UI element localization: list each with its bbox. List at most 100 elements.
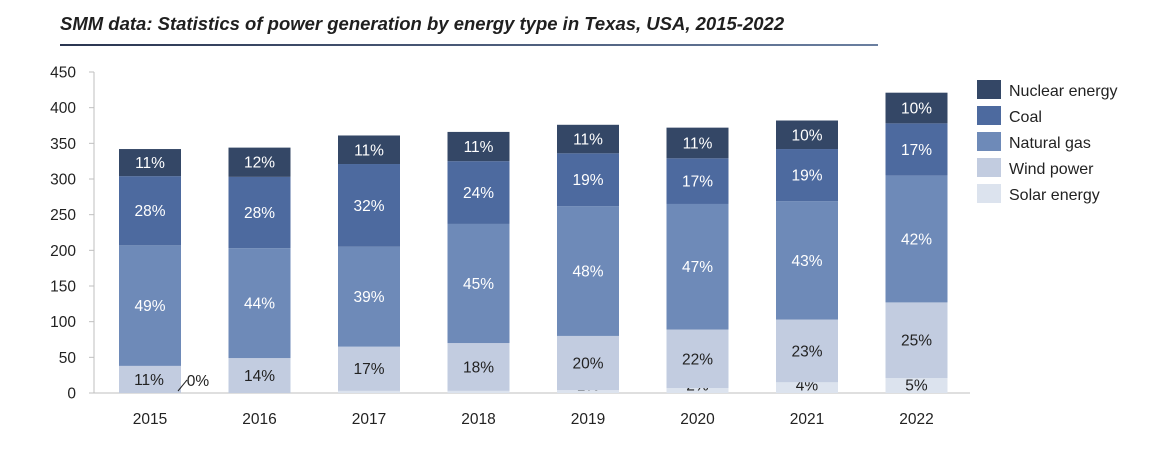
data-label: 12%: [244, 155, 275, 172]
data-label: 19%: [791, 168, 822, 185]
bar-segment: [338, 346, 400, 391]
legend-label: Coal: [1009, 109, 1042, 126]
bar-segment: [447, 131, 510, 162]
data-label: 43%: [791, 253, 822, 270]
legend: Nuclear energy Coal Natural gas Wind power S…: [977, 80, 1118, 204]
data-label: 11%: [573, 132, 603, 149]
bar-segment: [228, 176, 291, 249]
bar-segment: [885, 175, 948, 303]
y-tick-label: 0: [67, 386, 76, 403]
bar-stack-2021: 4%23%43%19%10%: [776, 120, 838, 395]
bar-segment: [776, 120, 838, 150]
label-leader-line: [177, 379, 188, 392]
bar-segment: [885, 378, 948, 393]
bar-segment: [885, 123, 948, 176]
legend-item: Solar energy: [977, 184, 1100, 204]
bar-segment: [776, 319, 838, 383]
x-tick-label: 2019: [571, 411, 605, 428]
x-tick-label: 2016: [242, 411, 276, 428]
data-label: 10%: [901, 101, 932, 118]
bar-segment: [119, 149, 181, 177]
y-tick-label: 300: [50, 172, 76, 189]
y-tick-label: 150: [50, 279, 76, 296]
chart-title: SMM data: Statistics of power generation…: [60, 13, 785, 34]
bar-segment: [557, 335, 619, 391]
bar-segment: [557, 206, 619, 336]
data-label: 14%: [244, 368, 275, 385]
bar-segment: [338, 246, 400, 347]
data-label: 22%: [682, 351, 713, 368]
y-tick-label: 50: [59, 350, 77, 367]
data-label: 48%: [572, 264, 603, 281]
bar-stack-2020: 2%22%47%17%11%: [666, 127, 729, 395]
data-label: 20%: [572, 356, 603, 373]
bar-segment: [885, 302, 948, 379]
y-axis: 0 50 100 150 200 250 300 350 400 450: [50, 65, 95, 403]
legend-swatch: [977, 106, 1001, 125]
bar-segment: [119, 176, 181, 246]
bar-stack-2016: 0%14%44%28%12%: [228, 147, 291, 395]
legend-label: Natural gas: [1009, 135, 1091, 152]
legend-label: Solar energy: [1009, 187, 1100, 204]
data-label: 17%: [353, 361, 384, 378]
bar-stack-2015: 0% 11% 49% 28% 11%: [119, 149, 209, 393]
bar-segment: [666, 329, 729, 389]
data-label: 39%: [353, 289, 384, 306]
bar-segment: [557, 124, 619, 154]
y-tick-label: 400: [50, 100, 76, 117]
bar-segment: [557, 390, 619, 393]
bar-segment: [228, 248, 291, 359]
data-label: 11%: [464, 139, 494, 156]
bar-segment: [119, 245, 181, 366]
bar-stack-2022: 5% 25% 42% 17% 10%: [885, 92, 948, 395]
x-axis: 2015 2016 2017 2018 2019 2020 2021 2022: [94, 392, 970, 428]
data-label: 11%: [683, 135, 713, 152]
data-label: 18%: [463, 359, 494, 376]
bar-segment: [776, 201, 838, 320]
data-label: 44%: [244, 296, 275, 313]
y-tick-label: 350: [50, 136, 76, 153]
data-label: 23%: [791, 343, 822, 360]
data-label: 49%: [134, 298, 165, 315]
x-tick-label: 2020: [680, 411, 715, 428]
data-label: 25%: [901, 333, 932, 350]
data-label: 11%: [354, 142, 384, 159]
data-label: 28%: [244, 205, 275, 222]
bar-segment: [338, 164, 400, 247]
bar-segment: [228, 358, 291, 393]
bar-segment: [447, 161, 510, 224]
data-label: 32%: [353, 198, 384, 215]
bar-segment: [666, 127, 729, 159]
data-label: 5%: [905, 378, 928, 395]
data-label: 47%: [682, 259, 713, 276]
legend-label: Nuclear energy: [1009, 83, 1118, 100]
title-underline: [60, 44, 878, 46]
bar-segment: [666, 203, 729, 330]
x-tick-label: 2021: [790, 411, 824, 428]
bar-segment: [447, 343, 510, 391]
bar-segment: [776, 382, 838, 393]
bar-segment: [447, 223, 510, 344]
bar-segment: [776, 149, 838, 202]
x-tick-label: 2017: [352, 411, 386, 428]
data-label: 42%: [901, 231, 932, 248]
y-tick-label: 200: [50, 243, 76, 260]
x-tick-label: 2018: [461, 411, 495, 428]
data-label: 24%: [463, 185, 494, 202]
legend-item: Coal: [977, 106, 1042, 126]
legend-item: Natural gas: [977, 132, 1091, 152]
data-label: 28%: [134, 203, 165, 220]
legend-item: Wind power: [977, 158, 1094, 178]
data-label: 11%: [134, 372, 164, 389]
y-tick-label: 450: [50, 65, 76, 82]
x-tick-label: 2022: [899, 411, 933, 428]
bar-stack-2018: 1%18%45%24%11%: [447, 131, 510, 395]
y-tick-label: 250: [50, 207, 76, 224]
bar-stack-2017: 1%17%39%32%11%: [338, 135, 400, 395]
bars: 0%11%49%28%11%0%14%44%28%12%1%17%39%32%1…: [119, 92, 948, 395]
legend-item: Nuclear energy: [977, 80, 1118, 100]
data-label: 0%: [187, 373, 210, 390]
bar-segment: [557, 153, 619, 207]
y-tick-label: 100: [50, 314, 76, 331]
